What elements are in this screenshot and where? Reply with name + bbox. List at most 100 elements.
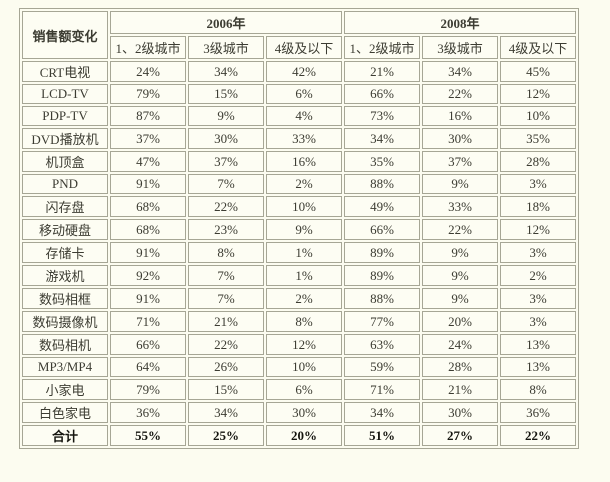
data-cell: 20% xyxy=(266,425,342,446)
data-cell: 10% xyxy=(266,196,342,217)
tier-header-2006-tier12: 1、2级城市 xyxy=(110,36,186,59)
data-cell: 91% xyxy=(110,288,186,309)
data-cell: 3% xyxy=(500,288,576,309)
data-cell: 49% xyxy=(344,196,420,217)
row-label: CRT电视 xyxy=(22,61,108,82)
row-label: 闪存盘 xyxy=(22,196,108,217)
sales-change-table: 销售额变化 2006年 2008年 1、2级城市 3级城市 4级及以下 1、2级… xyxy=(19,8,579,449)
data-cell: 9% xyxy=(422,288,498,309)
data-cell: 88% xyxy=(344,174,420,194)
data-cell: 55% xyxy=(110,425,186,446)
data-cell: 30% xyxy=(266,402,342,423)
data-cell: 42% xyxy=(266,61,342,82)
table-row: 闪存盘 68% 22% 10% 49% 33% 18% xyxy=(22,196,576,217)
data-cell: 66% xyxy=(110,334,186,355)
data-cell: 37% xyxy=(110,128,186,149)
data-cell: 34% xyxy=(188,61,264,82)
data-cell: 13% xyxy=(500,357,576,377)
data-cell: 89% xyxy=(344,265,420,286)
data-cell: 22% xyxy=(500,425,576,446)
data-cell: 8% xyxy=(266,311,342,332)
data-cell: 12% xyxy=(266,334,342,355)
data-cell: 59% xyxy=(344,357,420,377)
data-cell: 28% xyxy=(422,357,498,377)
year-header-2008: 2008年 xyxy=(344,11,576,34)
row-label: 数码摄像机 xyxy=(22,311,108,332)
data-cell: 21% xyxy=(188,311,264,332)
data-cell: 9% xyxy=(422,242,498,263)
data-cell: 36% xyxy=(500,402,576,423)
row-label: LCD-TV xyxy=(22,84,108,104)
data-cell: 16% xyxy=(422,106,498,126)
data-cell: 12% xyxy=(500,84,576,104)
table-row: PND 91% 7% 2% 88% 9% 3% xyxy=(22,174,576,194)
row-label: 白色家电 xyxy=(22,402,108,423)
data-cell: 36% xyxy=(110,402,186,423)
data-cell: 87% xyxy=(110,106,186,126)
data-cell: 10% xyxy=(266,357,342,377)
data-cell: 7% xyxy=(188,288,264,309)
corner-header: 销售额变化 xyxy=(22,11,108,59)
data-cell: 26% xyxy=(188,357,264,377)
data-cell: 91% xyxy=(110,174,186,194)
table-row: MP3/MP4 64% 26% 10% 59% 28% 13% xyxy=(22,357,576,377)
data-cell: 6% xyxy=(266,84,342,104)
table-row: DVD播放机 37% 30% 33% 34% 30% 35% xyxy=(22,128,576,149)
table-body: CRT电视 24% 34% 42% 21% 34% 45% LCD-TV 79% 15% 6% 66%… xyxy=(22,61,576,446)
data-cell: 79% xyxy=(110,379,186,400)
data-cell: 34% xyxy=(344,402,420,423)
data-cell: 35% xyxy=(344,151,420,172)
table-row: 小家电 79% 15% 6% 71% 21% 8% xyxy=(22,379,576,400)
data-cell: 7% xyxy=(188,174,264,194)
table-row: 机顶盒 47% 37% 16% 35% 37% 28% xyxy=(22,151,576,172)
data-cell: 7% xyxy=(188,265,264,286)
data-cell: 71% xyxy=(344,379,420,400)
data-cell: 37% xyxy=(422,151,498,172)
row-label: 数码相框 xyxy=(22,288,108,309)
data-cell: 15% xyxy=(188,379,264,400)
data-cell: 9% xyxy=(422,174,498,194)
table-row: PDP-TV 87% 9% 4% 73% 16% 10% xyxy=(22,106,576,126)
data-cell: 73% xyxy=(344,106,420,126)
data-cell: 16% xyxy=(266,151,342,172)
tier-header-2008-tier3: 3级城市 xyxy=(422,36,498,59)
data-cell: 22% xyxy=(422,219,498,240)
data-cell: 3% xyxy=(500,242,576,263)
table-row: 数码相框 91% 7% 2% 88% 9% 3% xyxy=(22,288,576,309)
data-cell: 34% xyxy=(422,61,498,82)
data-cell: 9% xyxy=(422,265,498,286)
table-row: 白色家电 36% 34% 30% 34% 30% 36% xyxy=(22,402,576,423)
data-cell: 66% xyxy=(344,219,420,240)
data-cell: 3% xyxy=(500,311,576,332)
data-cell: 64% xyxy=(110,357,186,377)
table-row: LCD-TV 79% 15% 6% 66% 22% 12% xyxy=(22,84,576,104)
year-header-2006: 2006年 xyxy=(110,11,342,34)
data-cell: 12% xyxy=(500,219,576,240)
data-cell: 24% xyxy=(110,61,186,82)
row-label: 游戏机 xyxy=(22,265,108,286)
row-label: PND xyxy=(22,174,108,194)
data-cell: 15% xyxy=(188,84,264,104)
data-cell: 1% xyxy=(266,242,342,263)
data-cell: 24% xyxy=(422,334,498,355)
data-cell: 2% xyxy=(266,288,342,309)
table-row: 合计 55% 25% 20% 51% 27% 22% xyxy=(22,425,576,446)
data-cell: 92% xyxy=(110,265,186,286)
data-cell: 8% xyxy=(188,242,264,263)
table-row: 移动硬盘 68% 23% 9% 66% 22% 12% xyxy=(22,219,576,240)
row-label: 合计 xyxy=(22,425,108,446)
data-cell: 79% xyxy=(110,84,186,104)
row-label: 移动硬盘 xyxy=(22,219,108,240)
data-cell: 2% xyxy=(266,174,342,194)
data-cell: 66% xyxy=(344,84,420,104)
data-cell: 35% xyxy=(500,128,576,149)
data-cell: 47% xyxy=(110,151,186,172)
data-cell: 9% xyxy=(188,106,264,126)
data-cell: 25% xyxy=(188,425,264,446)
data-cell: 21% xyxy=(344,61,420,82)
tier-header-2006-tier4: 4级及以下 xyxy=(266,36,342,59)
tier-header-2006-tier3: 3级城市 xyxy=(188,36,264,59)
data-cell: 68% xyxy=(110,196,186,217)
data-cell: 6% xyxy=(266,379,342,400)
data-cell: 63% xyxy=(344,334,420,355)
